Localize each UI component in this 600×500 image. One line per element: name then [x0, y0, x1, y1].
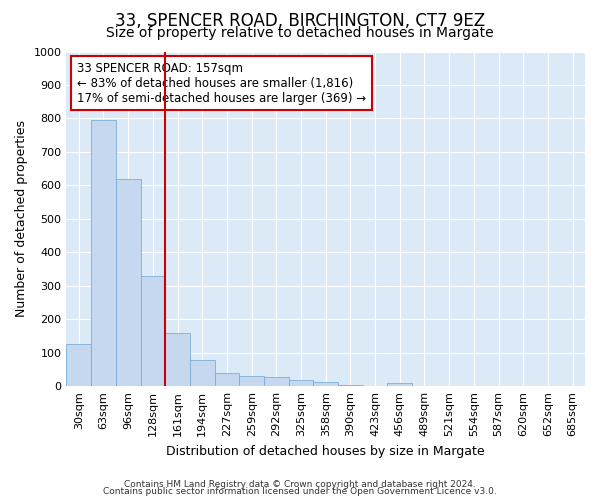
- Bar: [338, 384, 363, 386]
- Bar: [91, 120, 116, 386]
- Bar: [190, 360, 215, 386]
- Text: Size of property relative to detached houses in Margate: Size of property relative to detached ho…: [106, 26, 494, 40]
- Text: 33, SPENCER ROAD, BIRCHINGTON, CT7 9EZ: 33, SPENCER ROAD, BIRCHINGTON, CT7 9EZ: [115, 12, 485, 30]
- Y-axis label: Number of detached properties: Number of detached properties: [15, 120, 28, 318]
- Bar: [264, 377, 289, 386]
- Bar: [116, 178, 140, 386]
- Text: Contains HM Land Registry data © Crown copyright and database right 2024.: Contains HM Land Registry data © Crown c…: [124, 480, 476, 489]
- X-axis label: Distribution of detached houses by size in Margate: Distribution of detached houses by size …: [166, 444, 485, 458]
- Bar: [289, 380, 313, 386]
- Text: Contains public sector information licensed under the Open Government Licence v3: Contains public sector information licen…: [103, 488, 497, 496]
- Bar: [239, 376, 264, 386]
- Bar: [313, 382, 338, 386]
- Bar: [388, 383, 412, 386]
- Bar: [215, 373, 239, 386]
- Bar: [67, 344, 91, 386]
- Bar: [165, 332, 190, 386]
- Bar: [140, 276, 165, 386]
- Text: 33 SPENCER ROAD: 157sqm
← 83% of detached houses are smaller (1,816)
17% of semi: 33 SPENCER ROAD: 157sqm ← 83% of detache…: [77, 62, 366, 104]
